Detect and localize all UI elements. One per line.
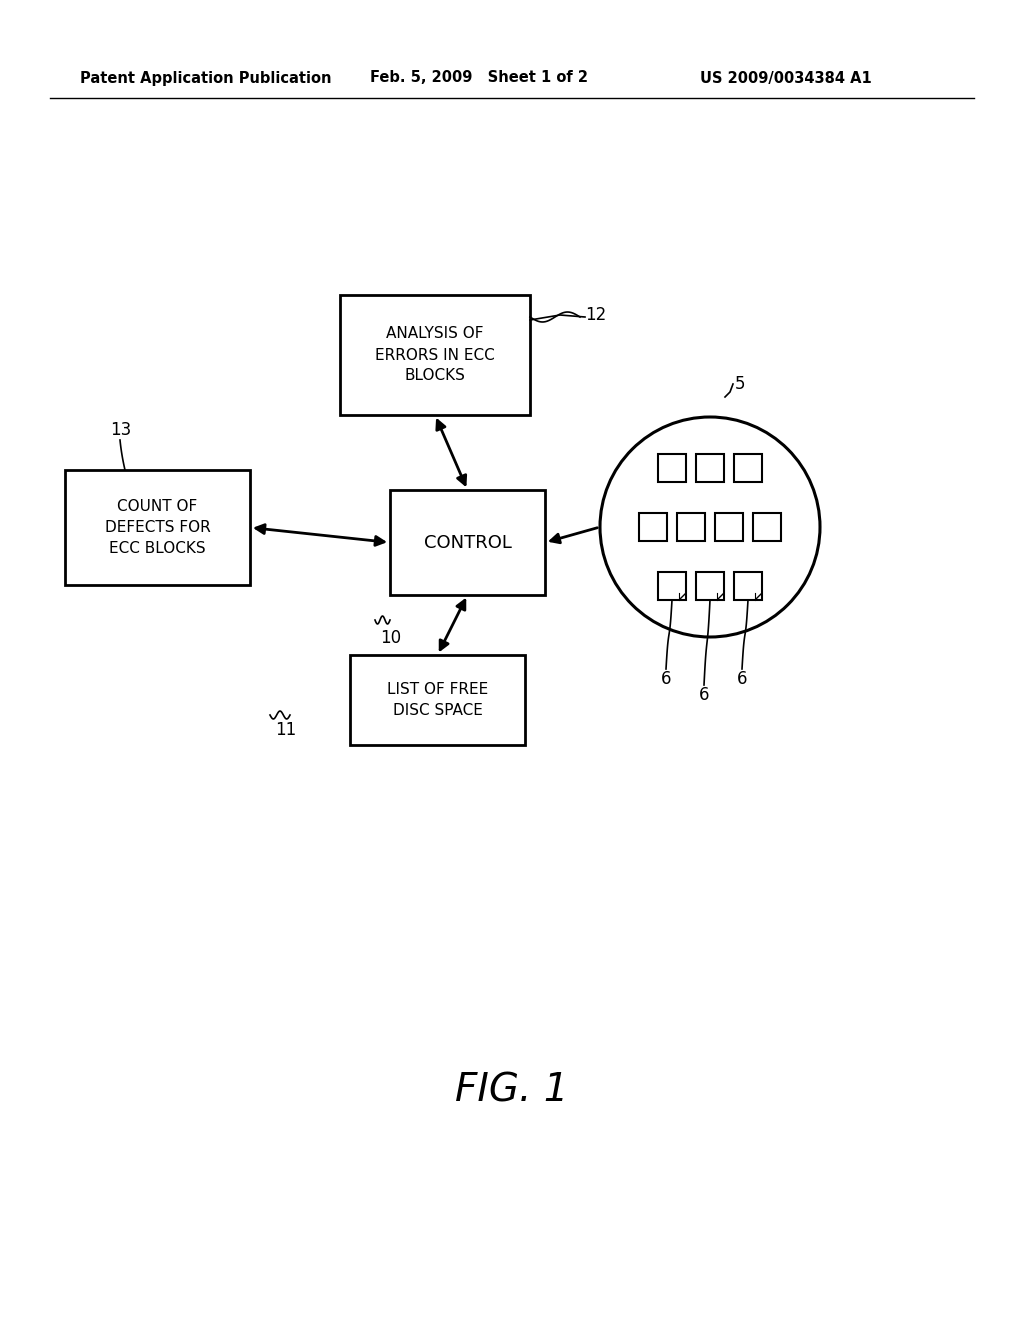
Bar	[696, 572, 724, 601]
Bar	[658, 572, 686, 601]
Text: 6: 6	[660, 671, 672, 688]
Bar	[715, 513, 743, 541]
Text: CONTROL: CONTROL	[424, 533, 511, 552]
Text: ANALYSIS OF
ERRORS IN ECC
BLOCKS: ANALYSIS OF ERRORS IN ECC BLOCKS	[375, 326, 495, 384]
Bar	[350, 655, 525, 744]
Text: COUNT OF
DEFECTS FOR
ECC BLOCKS: COUNT OF DEFECTS FOR ECC BLOCKS	[104, 499, 210, 556]
Text: 11: 11	[275, 721, 296, 739]
Text: 6: 6	[698, 686, 710, 704]
Text: LIST OF FREE
DISC SPACE: LIST OF FREE DISC SPACE	[387, 682, 488, 718]
Bar	[639, 513, 667, 541]
Text: Feb. 5, 2009   Sheet 1 of 2: Feb. 5, 2009 Sheet 1 of 2	[370, 70, 588, 86]
Bar	[340, 294, 530, 414]
Bar	[753, 513, 781, 541]
Text: 10: 10	[380, 630, 401, 647]
Text: 12: 12	[585, 306, 606, 323]
Text: 5: 5	[735, 375, 745, 393]
Bar	[734, 454, 762, 482]
Bar	[390, 490, 545, 595]
Bar	[696, 454, 724, 482]
Text: 6: 6	[736, 671, 748, 688]
Text: FIG. 1: FIG. 1	[456, 1071, 568, 1109]
Bar	[677, 513, 705, 541]
Text: Patent Application Publication: Patent Application Publication	[80, 70, 332, 86]
Text: US 2009/0034384 A1: US 2009/0034384 A1	[700, 70, 871, 86]
Bar	[734, 572, 762, 601]
Bar	[65, 470, 250, 585]
Bar	[658, 454, 686, 482]
Text: 13: 13	[110, 421, 131, 440]
